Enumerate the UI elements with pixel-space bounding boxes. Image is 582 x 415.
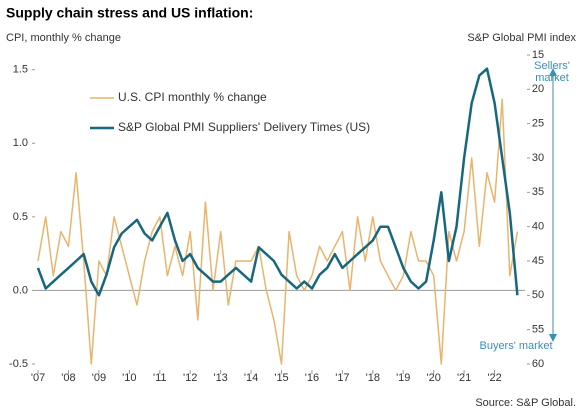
x-tick-label: '14 [244,372,258,384]
annotation: Sellers' market [534,60,570,84]
y2-tick-label: 15 [532,49,544,61]
y-tick-label: 0.0 [13,284,28,296]
y2-tick-label: 55 [532,324,544,336]
y-tick-label: 1.5 [13,64,28,76]
legend-label: U.S. CPI monthly % change [118,90,267,104]
y2-tick-label: 30 [532,152,544,164]
y2-tick-label: 40 [532,221,544,233]
x-tick-label: '15 [274,372,288,384]
x-tick-label: '20 [427,372,441,384]
y2-axis-label: S&P Global PMI index [467,32,576,44]
y2-tick-label: 60 [532,358,544,370]
y-axis-label: CPI, monthly % change [6,32,121,44]
x-tick-label: '17 [335,372,349,384]
x-tick-label: '21 [457,372,471,384]
source: Source: S&P Global. [475,397,576,409]
y2-tick-label: 20 [532,83,544,95]
x-tick-label: '12 [183,372,197,384]
legend-label: S&P Global PMI Suppliers' Delivery Times… [118,120,370,134]
annotation: Buyers' market [479,340,553,352]
series-line [36,67,519,297]
arrow-down [549,334,557,342]
y2-tick-label: 50 [532,289,544,301]
chart-title: Supply chain stress and US inflation: [6,5,253,21]
x-tick-label: '19 [396,372,410,384]
x-tick-label: '09 [92,372,106,384]
x-tick-label: '11 [153,372,167,384]
x-tick-label: '22 [487,372,501,384]
y-tick-label: 1.0 [13,137,28,149]
x-tick-label: '13 [213,372,227,384]
x-tick-label: '18 [366,372,380,384]
arrow-up [549,68,557,76]
y2-tick-label: 35 [532,186,544,198]
y-tick-label: -0.5 [9,358,28,370]
y-tick-label: 0.5 [13,211,28,223]
x-tick-label: '08 [61,372,75,384]
x-tick-label: '16 [305,372,319,384]
y2-tick-label: 45 [532,255,544,267]
series-line [37,98,519,365]
x-tick-label: '10 [122,372,136,384]
x-tick-label: '07 [31,372,45,384]
y2-tick-label: 25 [532,118,544,130]
